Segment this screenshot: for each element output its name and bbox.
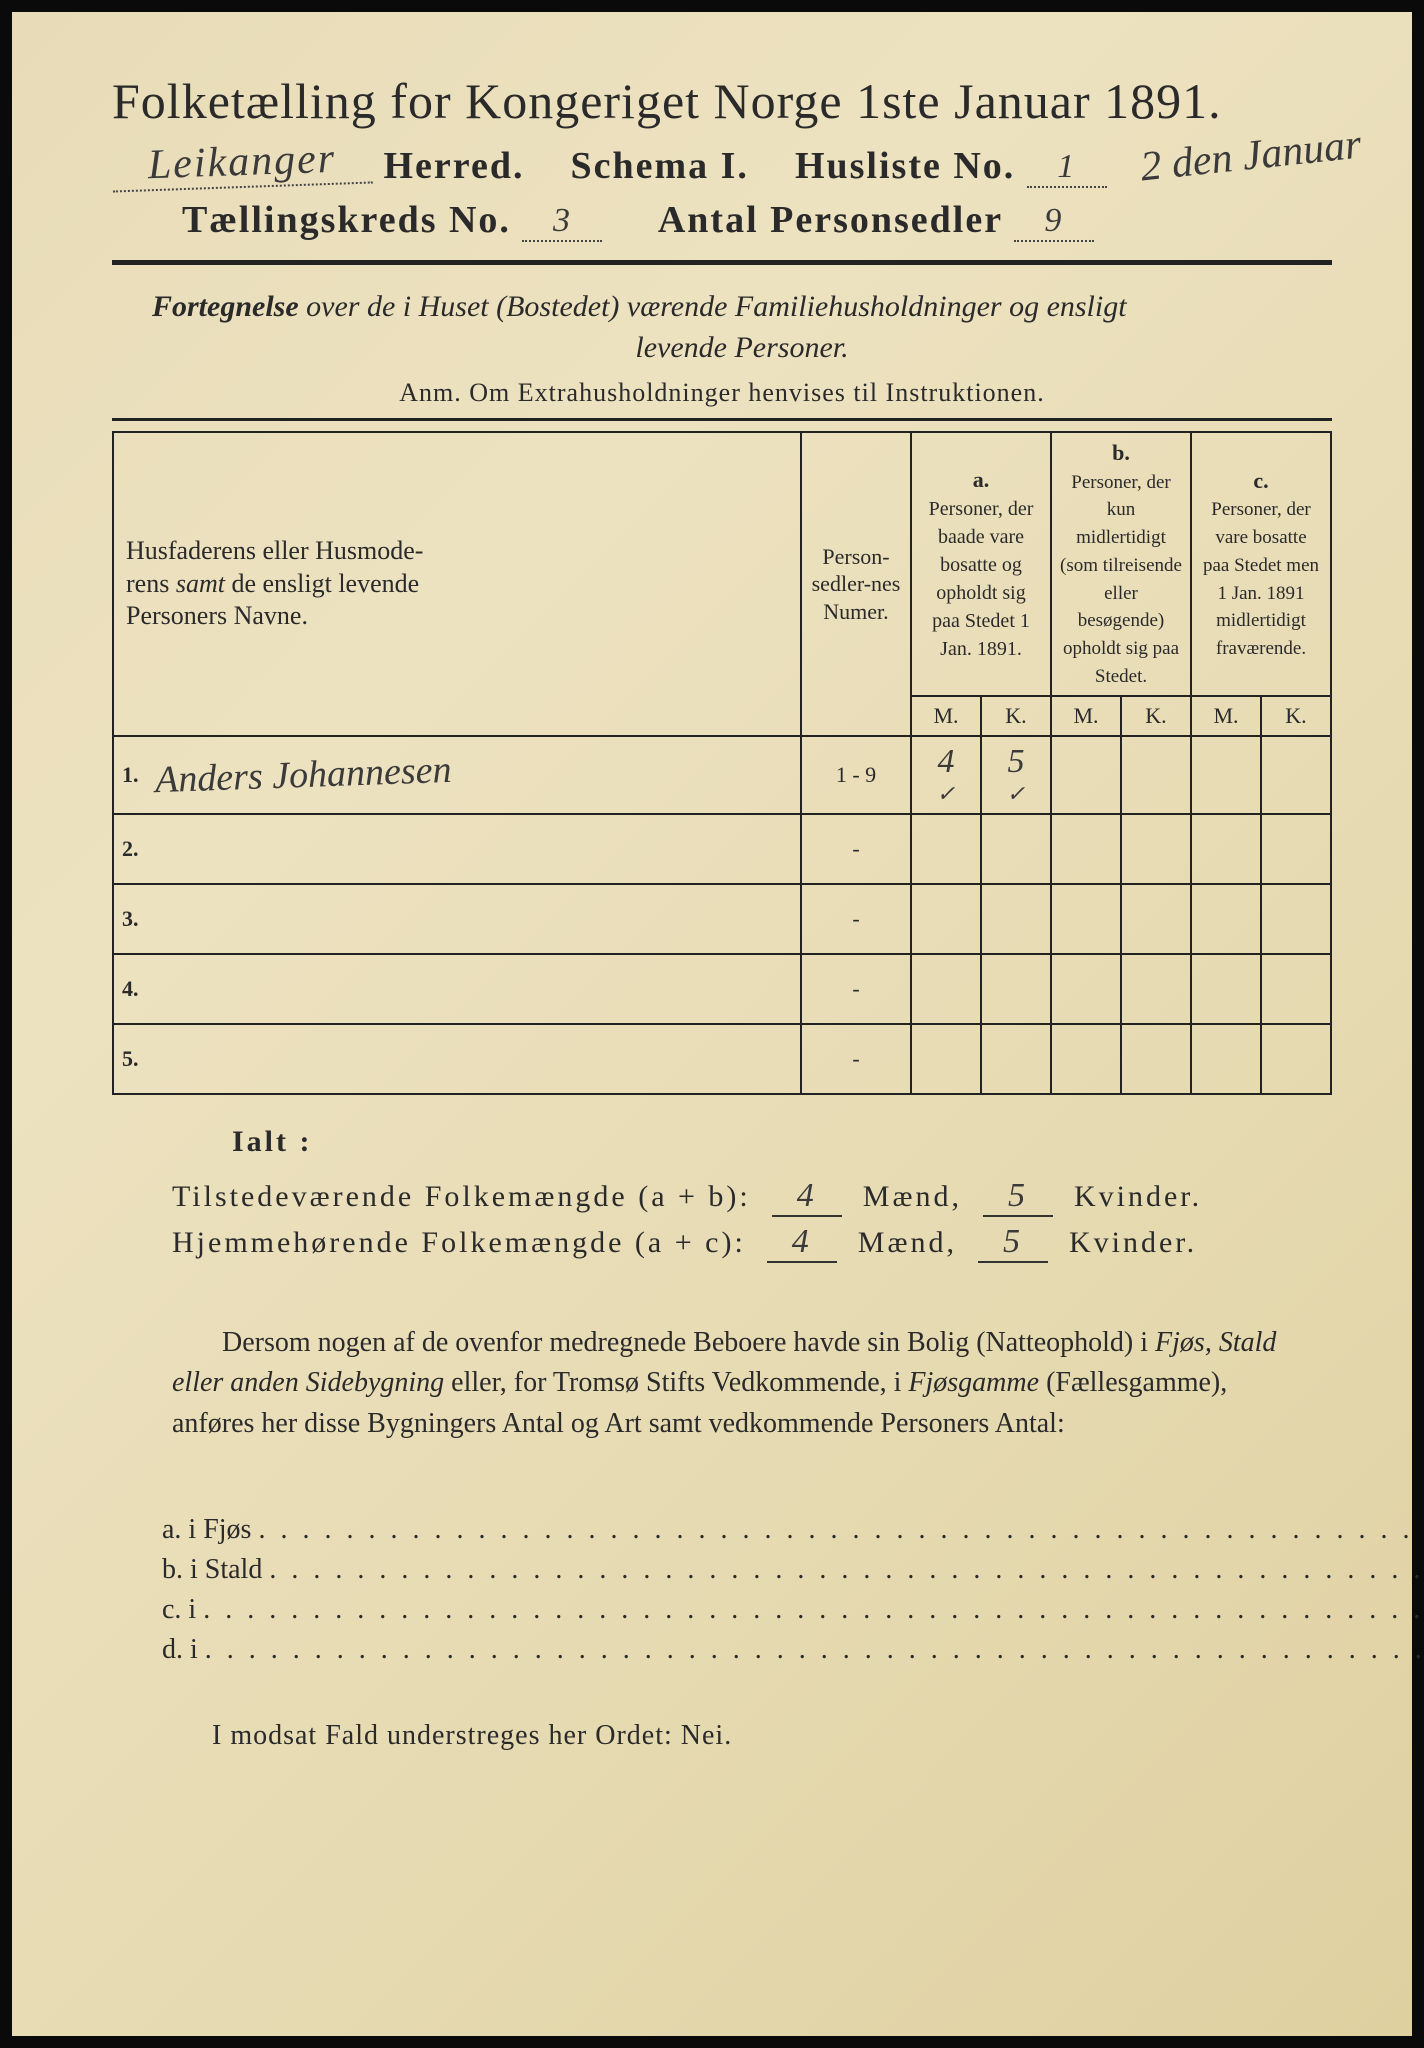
table-row: 5. - [113,1024,1331,1094]
row-numer: 1 - 9 [801,736,911,814]
row-a-m [911,954,981,1024]
row-c-m [1191,954,1261,1024]
row-a-k [981,954,1051,1024]
row-b-m [1051,814,1121,884]
bottom-row: c. i [112,1590,1424,1630]
table-row: 1. Anders Johannesen 1 - 9 4✓ 5✓ [113,736,1331,814]
row-a-k [981,884,1051,954]
table-row: 2. - [113,814,1331,884]
row-numer: - [801,814,911,884]
row-a-m [911,814,981,884]
col-c-label: c. Personer, der vare bosatte paa Stedet… [1191,432,1331,695]
totals-line-2: Hjemmehørende Folkemængde (a + c): 4 Mæn… [172,1223,1332,1263]
bottom-row-label: d. i [112,1630,1424,1670]
row-b-k [1121,954,1191,1024]
row-b-k [1121,1024,1191,1094]
row-c-m [1191,736,1261,814]
row-number: 1. [113,736,147,814]
row-a-k: 5✓ [981,736,1051,814]
row-numer: - [801,1024,911,1094]
row-b-k [1121,814,1191,884]
row-c-m [1191,1024,1261,1094]
row-c-k [1261,814,1331,884]
bottom-row: a. i Fjøs 1 2 [112,1504,1424,1550]
row-c-k [1261,954,1331,1024]
row-number: 5. [113,1024,147,1094]
hjemme-maend: 4 [767,1223,837,1263]
row-a-m: 4✓ [911,736,981,814]
col-a-m: M. [911,696,981,736]
row-b-m [1051,884,1121,954]
census-form-page: Folketælling for Kongeriget Norge 1ste J… [0,0,1424,2048]
row-c-k [1261,1024,1331,1094]
table-row: 3. - [113,884,1331,954]
row-c-m [1191,814,1261,884]
row-b-m [1051,736,1121,814]
row-name [147,1024,802,1094]
row-b-m [1051,1024,1121,1094]
row-a-k [981,814,1051,884]
husliste-label: Husliste No. [795,145,1015,187]
rule-2 [112,418,1332,421]
subtitle-line-2: levende Personer. [152,328,1332,369]
header-line-3: Tællingskreds No. 3 Antal Personsedler 9 [182,198,1332,242]
row-numer: - [801,954,911,1024]
totals-line-1: Tilstedeværende Folkemængde (a + b): 4 M… [172,1177,1332,1217]
herred-label: Herred. [384,145,525,187]
subtitle-line-1: over de i Huset (Bostedet) værende Famil… [306,290,1126,323]
row-c-k [1261,884,1331,954]
col-c-k: K. [1261,696,1331,736]
col-b-k: K. [1121,696,1191,736]
row-number: 4. [113,954,147,1024]
bottom-row: b. i Stald [112,1550,1424,1590]
side-building-paragraph: Dersom nogen af de ovenfor medregnede Be… [172,1323,1312,1445]
subtitle: Fortegnelse over de i Huset (Bostedet) v… [152,287,1332,368]
col-b-m: M. [1051,696,1121,736]
row-number: 3. [113,884,147,954]
bottom-row-label: c. i [112,1590,1424,1630]
kreds-label: Tællingskreds No. [182,199,511,241]
tilstede-kvinder: 5 [983,1177,1053,1217]
husliste-value: 1 [1027,148,1107,188]
main-table: Husfaderens eller Husmode-rens samt de e… [112,431,1332,1095]
row-name [147,814,802,884]
antal-label: Antal Personsedler [658,199,1003,241]
ialt-label: Ialt : [232,1125,1332,1159]
row-b-k [1121,736,1191,814]
row-number: 2. [113,814,147,884]
col-a-label: a. Personer, der baade vare bosatte og o… [911,432,1051,695]
tilstede-maend: 4 [772,1177,842,1217]
row-b-k [1121,884,1191,954]
herred-handwritten: Leikanger [111,133,373,192]
col-numer-hdr: Person-sedler-nes Numer. [801,432,911,736]
anm-note: Anm. Om Extrahusholdninger henvises til … [112,378,1332,408]
row-c-m [1191,884,1261,954]
col-name-hdr: Husfaderens eller Husmode-rens samt de e… [113,432,801,736]
row-a-m [911,884,981,954]
row-name: Anders Johannesen [147,736,802,814]
row-name [147,884,802,954]
row-b-m [1051,954,1121,1024]
table-row: 4. - [113,954,1331,1024]
bottom-row-label: b. i Stald [112,1550,1424,1590]
antal-value: 9 [1014,202,1094,242]
row-a-k [981,1024,1051,1094]
col-a-k: K. [981,696,1051,736]
schema-label: Schema I. [570,145,748,187]
hjemme-kvinder: 5 [978,1223,1048,1263]
kreds-value: 3 [522,202,602,242]
row-name [147,954,802,1024]
col-c-m: M. [1191,696,1261,736]
row-c-k [1261,736,1331,814]
bottom-table: Mænd. Kvinder. a. i Fjøs 1 2 b. i Stald … [112,1464,1424,1670]
col-b-label: b. Personer, der kun midlertidigt (som t… [1051,432,1191,695]
rule-1 [112,260,1332,265]
row-a-m [911,1024,981,1094]
bottom-row: d. i [112,1630,1424,1670]
page-title: Folketælling for Kongeriget Norge 1ste J… [112,72,1332,130]
bottom-row-label: a. i Fjøs [112,1504,1424,1550]
row-numer: - [801,884,911,954]
final-line: I modsat Fald understreges her Ordet: Ne… [212,1720,1332,1752]
